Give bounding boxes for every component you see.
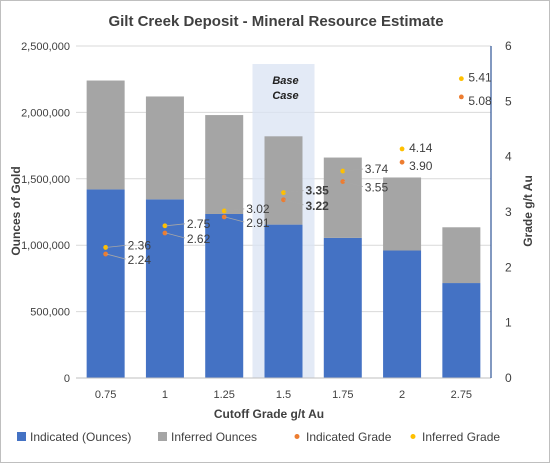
point-inferred-grade [162, 223, 168, 229]
bar-inferred-ounces [264, 136, 303, 225]
point-inferred-grade [221, 208, 227, 214]
x-tick-label: 0.75 [95, 389, 116, 401]
leader-line [165, 223, 185, 227]
data-labels: 2.362.24 2.752.62 3.022.91 3.353.22 3.74 3.55… [106, 71, 492, 267]
legend-label: Indicated Grade [306, 430, 392, 444]
y2-tick-label: 1 [505, 316, 512, 330]
x-tick-label: 1.75 [332, 389, 353, 401]
point-inferred-grade [458, 76, 464, 82]
x-axis-title: Cutoff Grade g/t Au [214, 407, 324, 421]
bars [86, 80, 481, 378]
base-case-label: Base [272, 75, 298, 87]
bar-inferred-ounces [86, 80, 125, 190]
point-inferred-grade [399, 146, 405, 152]
y-tick-label: 1,000,000 [21, 240, 70, 252]
leader-line [225, 216, 245, 223]
leader-line [343, 181, 363, 187]
x-tick-label: 1.25 [214, 389, 235, 401]
indicated-grade-label: 5.08 [468, 94, 492, 108]
inferred-grade-label: 2.75 [187, 217, 211, 231]
y2-tick-label: 4 [505, 150, 512, 164]
y-axis-title: Ounces of Gold [9, 166, 23, 255]
leader-line [284, 199, 304, 206]
leader-line [284, 190, 304, 194]
bar-indicated-ounces [323, 237, 362, 378]
bar-inferred-ounces [145, 96, 184, 200]
y-tick-label: 1,500,000 [21, 174, 70, 186]
inferred-grade-label: 3.02 [246, 202, 270, 216]
y-tick-label: 2,500,000 [21, 41, 70, 53]
bar-indicated-ounces [86, 189, 125, 378]
point-indicated-grade [103, 251, 109, 257]
point-inferred-grade [281, 190, 286, 196]
bar-inferred-ounces [205, 115, 244, 214]
x-tick-label: 2 [399, 389, 405, 401]
y2-tick-label: 0 [505, 371, 512, 385]
grade-points [103, 76, 464, 257]
point-indicated-grade [458, 94, 464, 100]
indicated-grade-label: 3.90 [409, 159, 433, 173]
y2-tick-label: 3 [505, 205, 512, 219]
legend-label: Indicated (Ounces) [30, 430, 131, 444]
indicated-grade-label: 2.62 [187, 232, 211, 246]
x-tick-label: 1.5 [276, 389, 291, 401]
bar-indicated-ounces [264, 224, 303, 378]
leader-line [106, 245, 126, 248]
point-indicated-grade [399, 159, 405, 165]
inferred-grade-label: 3.74 [365, 162, 389, 176]
point-indicated-grade [221, 214, 227, 220]
legend-label: Inferred Ounces [171, 430, 257, 444]
x-tick-label: 2.75 [451, 389, 472, 401]
base-case-label: Case [272, 90, 298, 102]
leader-line [106, 253, 126, 260]
inferred-grade-label: 5.41 [468, 71, 492, 85]
indicated-grade-label: 2.24 [128, 253, 152, 267]
y2-tick-label: 6 [505, 39, 512, 53]
bar-indicated-ounces [383, 250, 422, 378]
legend-label: Inferred Grade [422, 430, 500, 444]
indicated-grade-label: 3.22 [306, 199, 330, 213]
y-tick-label: 2,000,000 [21, 107, 70, 119]
y2-tick-label: 2 [505, 260, 512, 274]
y2-tick-label: 5 [505, 94, 512, 108]
legend-marker [410, 434, 416, 439]
leader-line [165, 232, 186, 239]
chart-title: Gilt Creek Deposit - Mineral Resource Es… [108, 13, 443, 30]
bar-indicated-ounces [205, 213, 244, 378]
inferred-grade-label: 4.14 [409, 141, 433, 155]
legend-swatch [17, 432, 26, 441]
inferred-grade-label: 3.35 [306, 184, 330, 198]
legend-marker [294, 434, 300, 439]
leader-line [225, 208, 245, 212]
inferred-grade-label: 2.36 [128, 238, 152, 252]
point-indicated-grade [162, 230, 168, 236]
bar-inferred-ounces [383, 177, 422, 251]
point-inferred-grade [340, 168, 346, 174]
indicated-grade-label: 2.91 [246, 216, 270, 230]
bar-indicated-ounces [442, 283, 481, 378]
point-indicated-grade [281, 197, 286, 203]
legend: Indicated (Ounces) Inferred Ounces Indicat… [17, 430, 500, 444]
y-tick-label: 0 [64, 373, 70, 385]
y2-axis-title: Grade g/t Au [521, 175, 535, 247]
legend-swatch [158, 432, 167, 441]
axes: 0 500,000 1,000,000 1,500,000 2,000,000 2,500… [21, 39, 512, 401]
bar-inferred-ounces [442, 227, 481, 284]
leader-line [343, 168, 363, 172]
point-indicated-grade [340, 179, 346, 184]
point-inferred-grade [103, 245, 109, 250]
indicated-grade-label: 3.55 [365, 181, 389, 195]
y-tick-label: 500,000 [30, 307, 70, 319]
x-tick-label: 1 [162, 389, 168, 401]
bar-indicated-ounces [145, 199, 184, 378]
